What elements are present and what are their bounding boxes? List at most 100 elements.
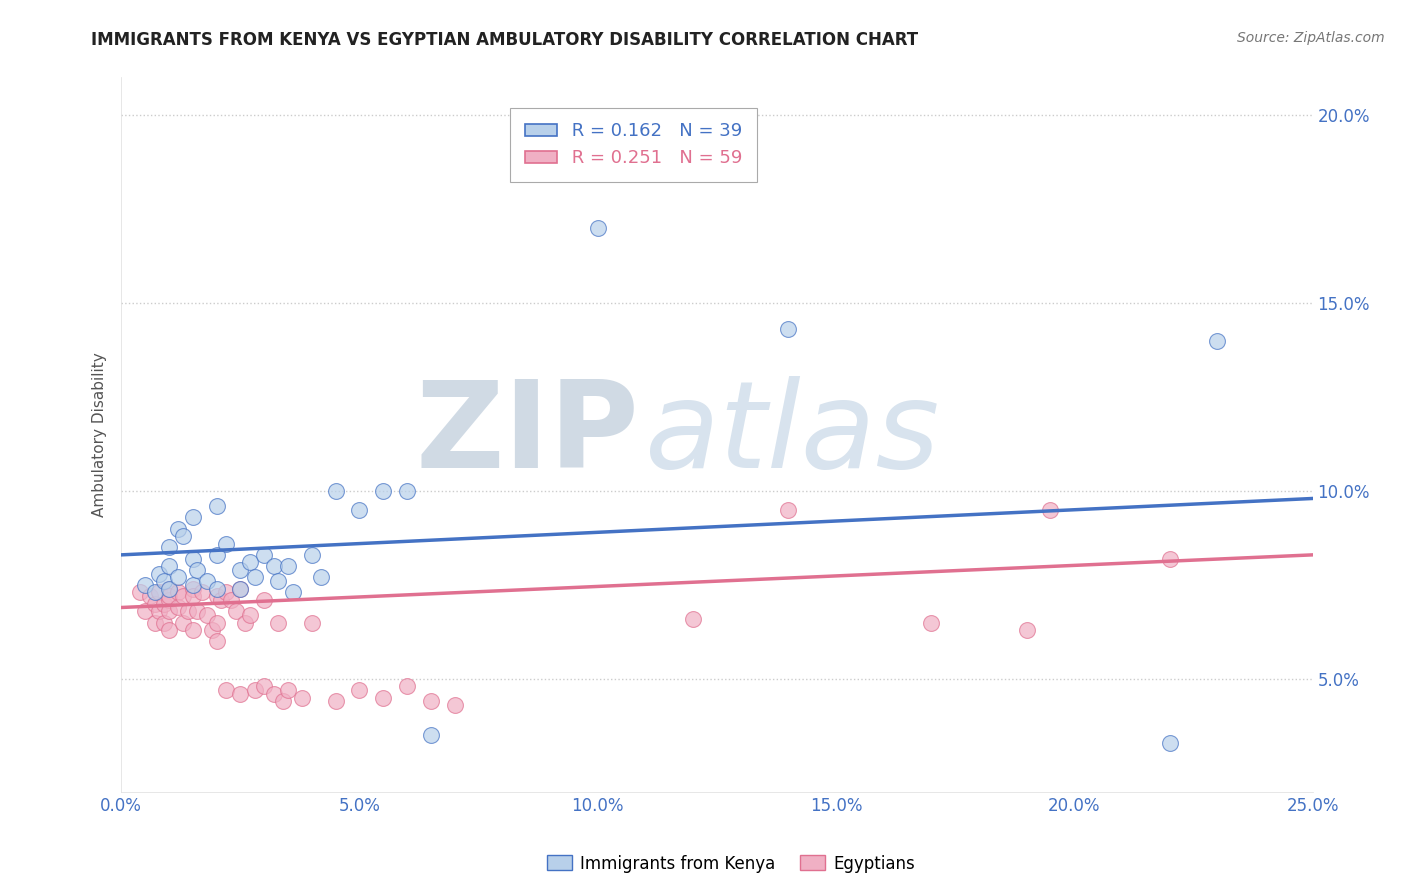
Point bbox=[167, 522, 190, 536]
Point bbox=[291, 690, 314, 705]
Point bbox=[239, 607, 262, 622]
Point bbox=[157, 582, 180, 596]
Point bbox=[143, 585, 166, 599]
Point bbox=[153, 597, 176, 611]
Point bbox=[186, 604, 208, 618]
Point bbox=[195, 574, 218, 589]
Point bbox=[139, 589, 162, 603]
Point bbox=[373, 483, 395, 498]
Point bbox=[267, 574, 290, 589]
Point bbox=[167, 585, 190, 599]
Point bbox=[148, 566, 170, 581]
Text: atlas: atlas bbox=[645, 376, 941, 493]
Point bbox=[215, 536, 238, 550]
Point bbox=[420, 728, 443, 742]
Point bbox=[229, 687, 252, 701]
Point bbox=[301, 615, 323, 630]
Point bbox=[181, 551, 204, 566]
Point bbox=[195, 607, 218, 622]
Point bbox=[682, 612, 704, 626]
Point bbox=[229, 582, 252, 596]
Point bbox=[157, 582, 180, 596]
Point bbox=[778, 322, 800, 336]
Point bbox=[243, 683, 266, 698]
Point bbox=[229, 563, 252, 577]
Point bbox=[311, 570, 333, 584]
Point bbox=[153, 615, 176, 630]
Point bbox=[172, 615, 194, 630]
Point bbox=[181, 589, 204, 603]
Point bbox=[263, 687, 285, 701]
Point bbox=[243, 570, 266, 584]
Legend:  R = 0.162   N = 39,  R = 0.251   N = 59: R = 0.162 N = 39, R = 0.251 N = 59 bbox=[510, 108, 756, 182]
Point bbox=[325, 483, 347, 498]
Point bbox=[167, 570, 190, 584]
Point bbox=[373, 690, 395, 705]
Point bbox=[1039, 502, 1062, 516]
Text: Source: ZipAtlas.com: Source: ZipAtlas.com bbox=[1237, 31, 1385, 45]
Point bbox=[396, 680, 419, 694]
Point bbox=[420, 694, 443, 708]
Point bbox=[181, 623, 204, 637]
Point bbox=[181, 578, 204, 592]
Point bbox=[920, 615, 942, 630]
Point bbox=[253, 680, 276, 694]
Point bbox=[205, 582, 228, 596]
Point bbox=[205, 499, 228, 513]
Point bbox=[239, 555, 262, 569]
Point bbox=[153, 574, 176, 589]
Point bbox=[157, 541, 180, 555]
Point bbox=[277, 559, 299, 574]
Point bbox=[229, 582, 252, 596]
Point bbox=[205, 589, 228, 603]
Point bbox=[157, 559, 180, 574]
Point bbox=[172, 529, 194, 543]
Point bbox=[267, 615, 290, 630]
Point bbox=[263, 559, 285, 574]
Point bbox=[219, 593, 242, 607]
Point bbox=[148, 604, 170, 618]
Point bbox=[215, 683, 238, 698]
Point bbox=[253, 593, 276, 607]
Point bbox=[253, 548, 276, 562]
Point bbox=[281, 585, 304, 599]
Point bbox=[443, 698, 465, 713]
Point bbox=[1159, 736, 1181, 750]
Point bbox=[778, 502, 800, 516]
Point bbox=[177, 604, 200, 618]
Y-axis label: Ambulatory Disability: Ambulatory Disability bbox=[93, 352, 107, 517]
Point bbox=[225, 604, 247, 618]
Point bbox=[167, 600, 190, 615]
Point bbox=[157, 589, 180, 603]
Point bbox=[201, 623, 224, 637]
Point bbox=[143, 615, 166, 630]
Point bbox=[215, 585, 238, 599]
Point bbox=[233, 615, 256, 630]
Point bbox=[134, 604, 156, 618]
Point bbox=[301, 548, 323, 562]
Point bbox=[172, 589, 194, 603]
Point bbox=[205, 615, 228, 630]
Point bbox=[157, 623, 180, 637]
Point bbox=[191, 585, 214, 599]
Point bbox=[271, 694, 294, 708]
Point bbox=[181, 582, 204, 596]
Text: ZIP: ZIP bbox=[416, 376, 640, 493]
Point bbox=[586, 220, 609, 235]
Point bbox=[157, 593, 180, 607]
Point bbox=[143, 597, 166, 611]
Point bbox=[349, 683, 371, 698]
Point bbox=[349, 502, 371, 516]
Point bbox=[148, 585, 170, 599]
Point bbox=[186, 563, 208, 577]
Text: IMMIGRANTS FROM KENYA VS EGYPTIAN AMBULATORY DISABILITY CORRELATION CHART: IMMIGRANTS FROM KENYA VS EGYPTIAN AMBULA… bbox=[91, 31, 918, 49]
Legend: Immigrants from Kenya, Egyptians: Immigrants from Kenya, Egyptians bbox=[540, 848, 922, 880]
Point bbox=[181, 510, 204, 524]
Point bbox=[205, 634, 228, 648]
Point bbox=[205, 548, 228, 562]
Point bbox=[396, 483, 419, 498]
Point bbox=[1159, 551, 1181, 566]
Point bbox=[157, 604, 180, 618]
Point bbox=[129, 585, 152, 599]
Point bbox=[277, 683, 299, 698]
